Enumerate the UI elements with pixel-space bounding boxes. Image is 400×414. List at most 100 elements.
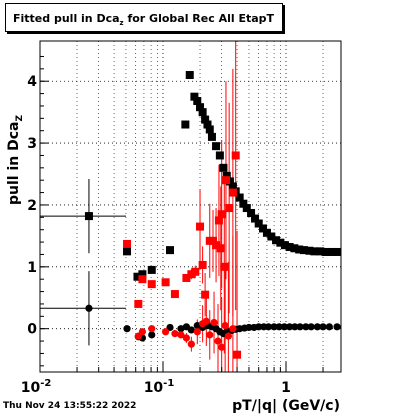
- data-point-square: [215, 151, 224, 160]
- data-point-square: [316, 247, 325, 256]
- y-axis-label-main: pull in Dca: [6, 122, 22, 205]
- grid-lines: [39, 41, 341, 372]
- data-point-square: [181, 120, 190, 129]
- data-point-square: [198, 260, 207, 269]
- data-point-circle: [148, 331, 156, 339]
- data-point-square: [165, 246, 174, 255]
- data-point-square: [207, 132, 216, 141]
- data-point-circle: [286, 323, 294, 331]
- data-point-circle: [275, 323, 283, 331]
- x-tick-label: 10-1: [144, 378, 175, 396]
- data-point-square: [185, 71, 194, 80]
- data-point-square: [327, 247, 336, 256]
- data-point-square: [231, 151, 240, 160]
- data-point-circle: [296, 323, 304, 331]
- data-point-square: [299, 246, 308, 255]
- data-point-circle: [171, 330, 179, 338]
- y-axis-label: pull in DcaZ: [6, 115, 25, 205]
- data-point-circle: [245, 323, 253, 332]
- chart-title-prefix: Fitted pull in Dca: [13, 12, 120, 25]
- data-point-circle: [224, 332, 232, 340]
- data-point-square: [235, 193, 244, 202]
- data-point-square: [134, 299, 143, 308]
- data-point-circle: [229, 325, 237, 333]
- data-point-square: [214, 216, 223, 225]
- data-point-square: [190, 92, 199, 101]
- data-point-square: [321, 247, 330, 256]
- data-point-circle: [85, 304, 93, 312]
- data-point-square: [221, 176, 230, 185]
- data-point-circle: [138, 328, 146, 336]
- data-point-circle: [182, 334, 191, 342]
- data-point-square: [203, 120, 212, 129]
- data-point-square: [138, 275, 147, 284]
- data-point-circle: [302, 323, 310, 331]
- data-point-square: [285, 243, 294, 252]
- data-point-square: [196, 103, 205, 112]
- x-axis-label: pT/|q| (GeV/c): [232, 398, 340, 414]
- data-point-square: [272, 236, 281, 245]
- y-axis-label-sub: Z: [15, 115, 25, 122]
- data-point-circle: [123, 325, 131, 333]
- data-point-circle: [255, 323, 263, 331]
- data-point-square: [305, 246, 314, 255]
- data-point-square: [193, 97, 202, 106]
- data-point-circle: [193, 328, 201, 336]
- y-tick-label: 2: [27, 198, 37, 214]
- y-tick-label: 3: [27, 136, 37, 152]
- data-point-square: [196, 222, 205, 231]
- data-point-circle: [313, 323, 321, 331]
- data-point-square: [216, 244, 225, 253]
- data-point-square: [276, 238, 285, 247]
- data-point-circle: [187, 326, 195, 334]
- data-point-square: [262, 228, 271, 237]
- data-point-square: [267, 232, 276, 241]
- data-point-circle: [221, 321, 229, 330]
- data-point-square: [251, 214, 260, 223]
- data-point-square: [138, 270, 147, 279]
- x-tick-label: 10-2: [21, 378, 52, 396]
- data-point-square: [123, 239, 132, 248]
- data-point-square: [161, 278, 170, 287]
- data-points: [84, 71, 342, 359]
- data-point-square: [333, 247, 342, 256]
- data-point-square: [219, 163, 228, 172]
- data-point-circle: [307, 323, 315, 331]
- data-point-square: [228, 182, 237, 191]
- chart-title-subscript: z: [119, 19, 124, 28]
- data-point-square: [84, 212, 93, 221]
- data-point-square: [212, 142, 221, 151]
- data-point-circle: [187, 340, 195, 348]
- data-point-square: [147, 265, 156, 274]
- timestamp: Thu Nov 24 13:55:22 2022: [3, 401, 137, 411]
- data-point-square: [170, 290, 179, 299]
- data-point-square: [147, 280, 156, 289]
- data-point-circle: [166, 323, 174, 332]
- axis-ticks: [39, 55, 324, 372]
- chart-title-suffix: for Global Rec All EtapT: [123, 12, 275, 25]
- data-point-square: [280, 241, 289, 250]
- data-point-square: [258, 224, 267, 233]
- data-point-circle: [202, 317, 210, 325]
- y-tick-label: 0: [27, 322, 37, 338]
- data-point-square: [123, 247, 132, 256]
- y-tick-label: 4: [27, 74, 37, 90]
- data-point-square: [133, 272, 142, 281]
- data-point-square: [222, 171, 231, 180]
- data-point-square: [220, 262, 229, 271]
- data-point-square: [290, 244, 299, 253]
- data-point-circle: [325, 323, 333, 331]
- data-point-square: [198, 108, 207, 117]
- data-point-circle: [148, 325, 156, 333]
- data-point-circle: [319, 323, 327, 331]
- data-point-circle: [162, 328, 170, 336]
- data-point-circle: [333, 323, 341, 331]
- data-point-circle: [177, 325, 185, 333]
- data-point-square: [191, 267, 200, 276]
- data-point-circle: [218, 343, 226, 351]
- data-point-square: [201, 290, 210, 299]
- data-point-square: [182, 273, 191, 282]
- x-tick-label: 1: [281, 380, 291, 396]
- data-point-circle: [264, 323, 273, 331]
